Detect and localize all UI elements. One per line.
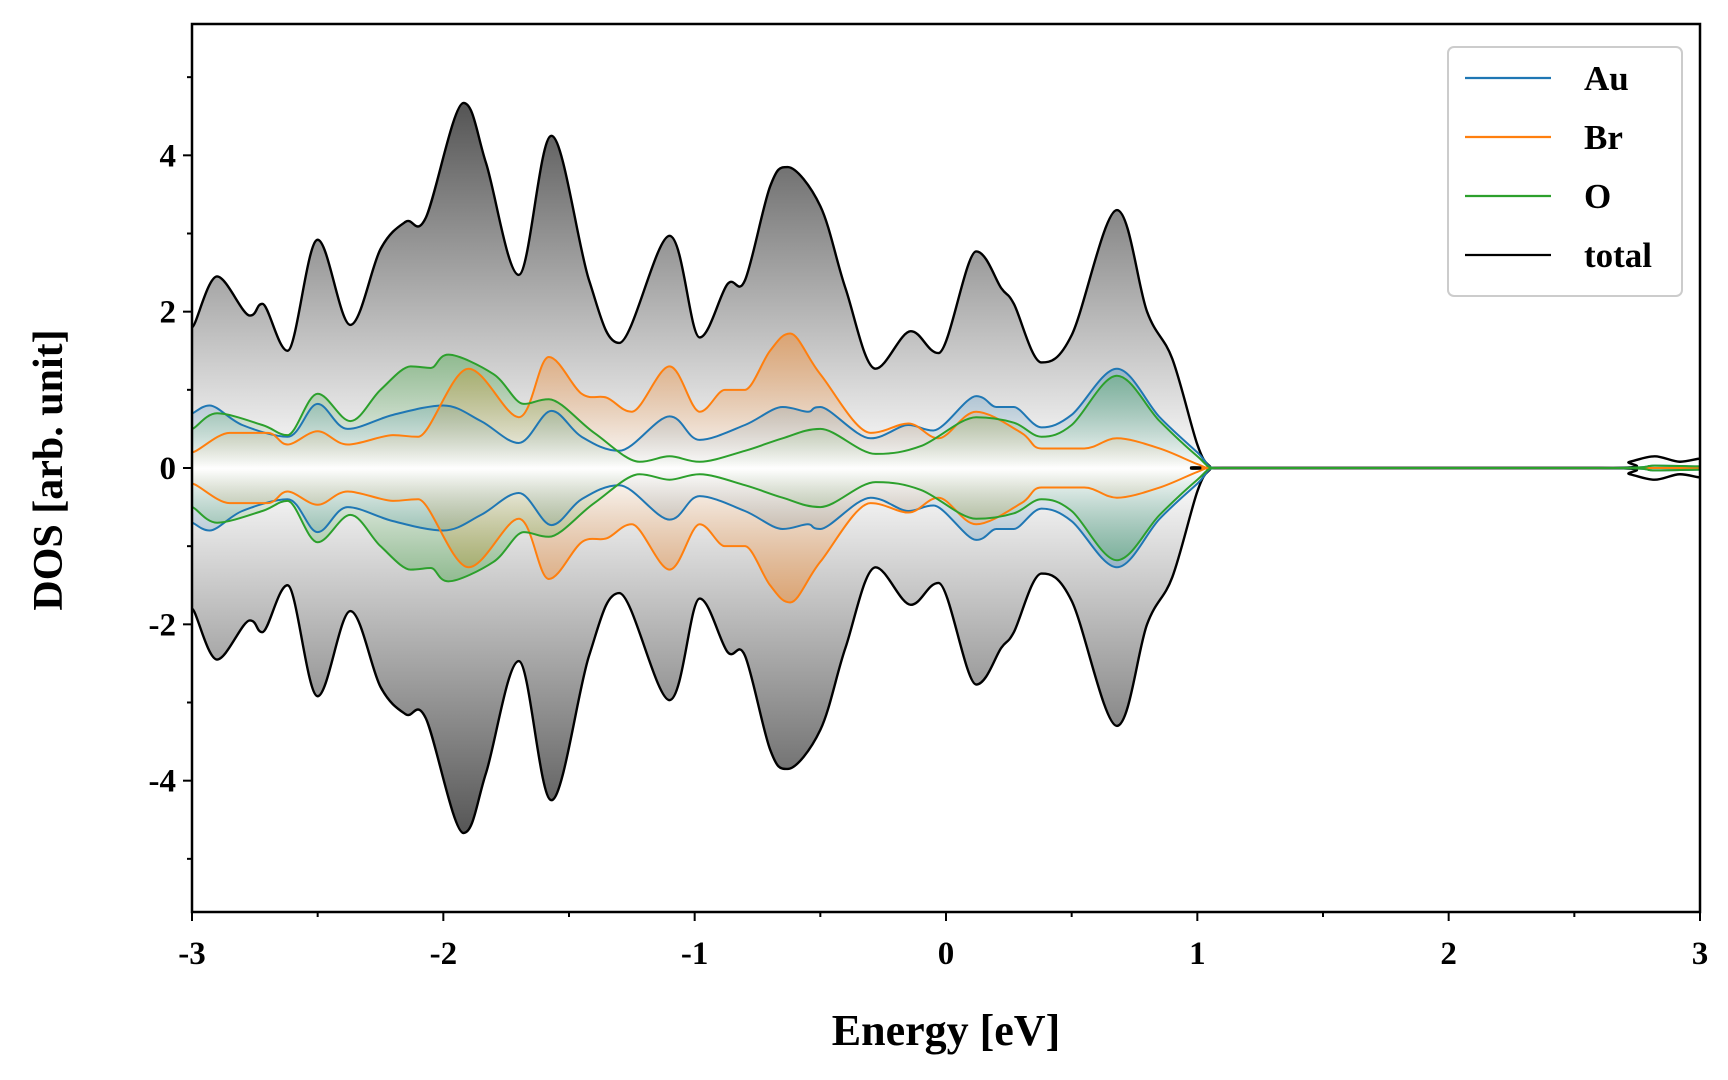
x-tick-label: 2 [1440, 936, 1457, 972]
x-tick-label: -3 [178, 936, 206, 972]
legend-label: total [1584, 236, 1652, 275]
y-tick-label: 2 [160, 295, 177, 331]
y-tick-label: -2 [149, 607, 177, 643]
y-tick-label: -4 [149, 764, 177, 800]
br-upper-line [192, 332, 1700, 470]
legend-item-au: Au [1465, 59, 1629, 98]
x-tick-label: 1 [1189, 936, 1206, 972]
legend-label: Br [1584, 118, 1623, 157]
y-tick-label: 0 [160, 451, 177, 487]
x-tick-label: 3 [1692, 936, 1709, 972]
y-axis-label: DOS [arb. unit] [26, 329, 72, 610]
legend-item-total: total [1465, 236, 1652, 275]
o-upper-fill [192, 354, 1700, 468]
o-lower-fill [192, 468, 1700, 582]
o-lower-line [192, 466, 1700, 583]
x-tick-label: -2 [430, 936, 458, 972]
legend-label: Au [1584, 59, 1629, 98]
legend-item-br: Br [1465, 118, 1623, 157]
legend-item-o: O [1465, 177, 1611, 216]
x-axis-label: Energy [eV] [832, 1006, 1061, 1055]
br-lower-line [192, 466, 1700, 604]
legend-box [1447, 46, 1683, 297]
x-tick-label: 0 [938, 936, 955, 972]
y-tick-label: 4 [160, 138, 177, 174]
x-tick-label: -1 [681, 936, 709, 972]
legend-label: O [1584, 177, 1611, 216]
